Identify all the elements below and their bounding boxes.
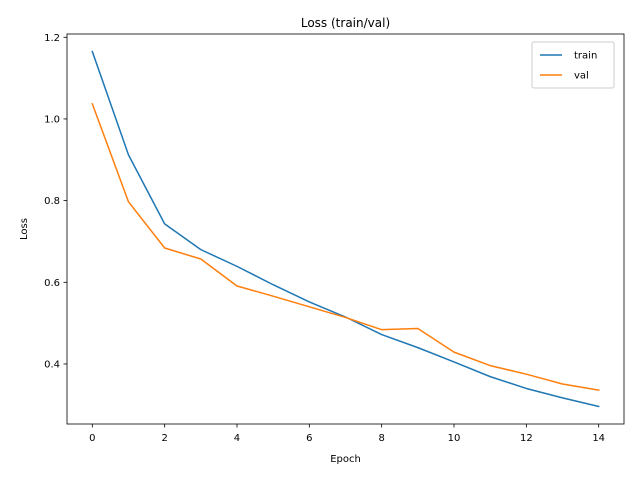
x-tick-label: 12 bbox=[520, 433, 533, 444]
axes-layer: 0 2 4 6 8 10 12 14 0.4 0.6 0.8 1.0 1.2 bbox=[44, 33, 625, 444]
plot-frame bbox=[66, 33, 625, 425]
y-tick-label: 1.2 bbox=[44, 33, 60, 44]
x-tick-label: 8 bbox=[378, 433, 384, 444]
y-tick-label: 1.0 bbox=[44, 114, 60, 125]
x-tick-label: 4 bbox=[234, 433, 240, 444]
y-tick-label: 0.8 bbox=[44, 196, 60, 207]
legend-label-val: val bbox=[574, 71, 589, 82]
x-tick-label: 10 bbox=[448, 433, 461, 444]
legend-label-train: train bbox=[574, 51, 597, 62]
x-tick-label: 14 bbox=[592, 433, 605, 444]
x-tick-label: 6 bbox=[306, 433, 312, 444]
x-axis-label: Epoch bbox=[330, 454, 361, 465]
x-tick-label: 2 bbox=[161, 433, 167, 444]
y-tick-label: 0.4 bbox=[44, 359, 60, 370]
y-tick-label: 0.6 bbox=[44, 278, 60, 289]
y-axis-label: Loss bbox=[19, 218, 30, 240]
series-layer bbox=[91, 50, 600, 408]
chart-title: Loss (train/val) bbox=[301, 16, 390, 30]
legend-box bbox=[531, 41, 615, 89]
x-tick-label: 0 bbox=[89, 433, 95, 444]
series-line-val bbox=[91, 102, 600, 391]
legend: train val bbox=[531, 41, 615, 89]
